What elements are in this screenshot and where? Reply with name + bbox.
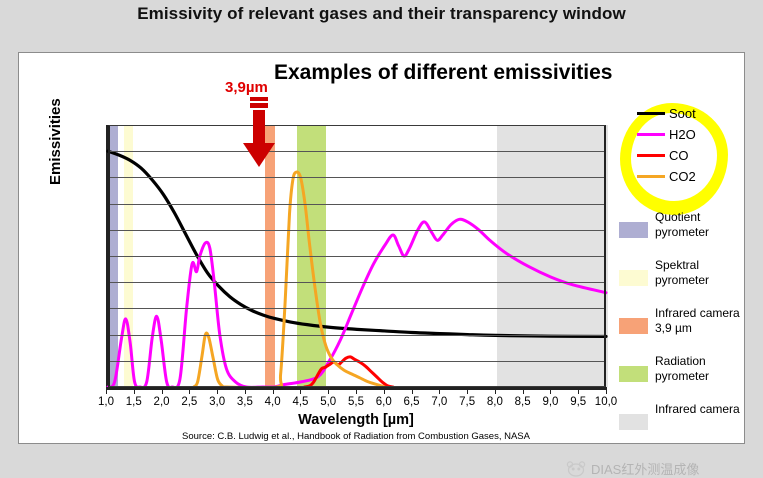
x-tick — [106, 387, 107, 394]
x-tick — [467, 387, 469, 394]
x-tick — [217, 387, 219, 394]
legend-band-swatch — [619, 366, 648, 382]
chart-title: Examples of different emissivities — [274, 61, 613, 84]
legend-band-swatch — [619, 318, 648, 334]
x-tick — [522, 387, 524, 394]
x-tick-label: 6,5 — [403, 396, 420, 408]
x-tick-label: 7,0 — [431, 396, 448, 408]
x-tick-label: 8,0 — [486, 396, 503, 408]
legend-line-swatch — [637, 174, 665, 178]
x-tick — [244, 387, 246, 394]
x-tick-label: 6,0 — [375, 396, 392, 408]
x-tick — [133, 387, 135, 394]
panda-logo-icon — [566, 460, 586, 477]
gridline — [108, 204, 606, 205]
series-soot — [108, 151, 606, 336]
legend-line-label: H2O — [669, 126, 696, 142]
gridline — [108, 256, 606, 257]
x-tick-label: 2,0 — [153, 396, 170, 408]
legend-band-label: Spektral pyrometer — [655, 258, 710, 287]
legend-line-soot: Soot — [637, 105, 696, 121]
legend-line-co2: CO2 — [637, 168, 696, 184]
legend-band-infrared-camera: Infrared camera — [619, 402, 740, 430]
y-axis-title: Emissivities — [47, 98, 64, 185]
x-tick — [494, 387, 496, 394]
legend-line-label: Soot — [669, 105, 696, 121]
legend-line-swatch — [637, 132, 665, 136]
annotation-label: 3,9µm — [225, 79, 268, 96]
legend-band-label: Infrared camera — [655, 402, 740, 416]
x-tick-label: 8,5 — [514, 396, 531, 408]
gridline — [108, 308, 606, 309]
legend-band-quotient-pyrometer: Quotient pyrometer — [619, 210, 744, 240]
plot-area — [106, 125, 608, 387]
legend-line-label: CO2 — [669, 168, 696, 184]
series-co — [304, 357, 393, 387]
legend-band-label: Quotient pyrometer — [655, 210, 710, 239]
gridline — [108, 151, 606, 152]
x-tick — [161, 387, 163, 394]
x-tick-label: 2,5 — [181, 396, 198, 408]
x-tick-label: 5,5 — [348, 396, 364, 408]
series-h2o — [108, 219, 606, 388]
x-tick-label: 5,0 — [320, 396, 337, 408]
x-tick-label: 3,0 — [209, 396, 226, 408]
x-tick — [300, 387, 302, 394]
legend-band-radiation-pyrometer: Radiation pyrometer — [619, 354, 744, 384]
x-tick — [328, 387, 330, 394]
x-tick-label: 4,5 — [292, 396, 309, 408]
x-tick — [189, 387, 191, 394]
legend-highlight-inner — [631, 113, 717, 201]
x-tick — [550, 387, 552, 394]
x-tick-label: 9,0 — [542, 396, 559, 408]
x-tick — [411, 387, 413, 394]
x-tick-label: 1,0 — [98, 396, 114, 408]
x-axis: 1,0 1,5 2,0 2,5 3,0 3,5 4,0 4,5 5,0 5,5 6,0 6,5 7,0 7… — [98, 387, 617, 408]
legend-band-swatch — [619, 270, 648, 286]
gridline — [108, 125, 606, 126]
x-axis-title: Wavelength [µm] — [298, 412, 414, 428]
gridline — [108, 335, 606, 336]
x-tick-label: 9,5 — [570, 396, 587, 408]
legend-line-swatch — [637, 111, 665, 115]
legend-band-label: Radiation pyrometer — [655, 354, 710, 383]
x-tick — [356, 387, 357, 394]
x-tick — [272, 387, 274, 394]
legend-band-swatch — [619, 222, 648, 238]
legend-band-label: Infrared camera 3,9 µm — [655, 306, 740, 335]
source-note: Source: C.B. Ludwig et al., Handbook of … — [182, 431, 530, 442]
watermark-text: DIAS红外测温成像 — [591, 462, 700, 477]
series-co2 — [194, 172, 385, 388]
legend-line-label: CO — [669, 147, 689, 163]
gridline — [108, 177, 606, 178]
legend-band-infrared-camera-3-9-m: Infrared camera 3,9 µm — [619, 306, 744, 336]
page-title: Emissivity of relevant gases and their t… — [137, 4, 626, 23]
legend-band-spektral-pyrometer: Spektral pyrometer — [619, 258, 744, 288]
legend-line-h2o: H2O — [637, 126, 696, 142]
x-tick — [578, 387, 580, 394]
gridline — [108, 282, 606, 283]
legend-band-swatch — [619, 414, 648, 430]
slide-canvas: Examples of different emissivities 1,0 1,… — [18, 52, 745, 477]
x-tick-label: 4,0 — [264, 396, 281, 408]
gridline — [108, 230, 606, 231]
down-arrow-icon — [241, 97, 277, 176]
x-tick — [383, 387, 385, 394]
watermark: DIAS红外测温成像 — [565, 459, 699, 478]
x-tick — [439, 387, 441, 394]
x-tick — [606, 387, 607, 394]
series-layer — [108, 125, 606, 387]
x-tick-label: 10,0 — [594, 396, 618, 408]
x-tick-label: 3,5 — [236, 396, 253, 408]
x-tick-label: 1,5 — [125, 396, 142, 408]
legend-line-co: CO — [637, 147, 689, 163]
legend-line-swatch — [637, 153, 665, 157]
x-tick-label: 7,5 — [459, 396, 476, 408]
gridline — [108, 361, 606, 362]
